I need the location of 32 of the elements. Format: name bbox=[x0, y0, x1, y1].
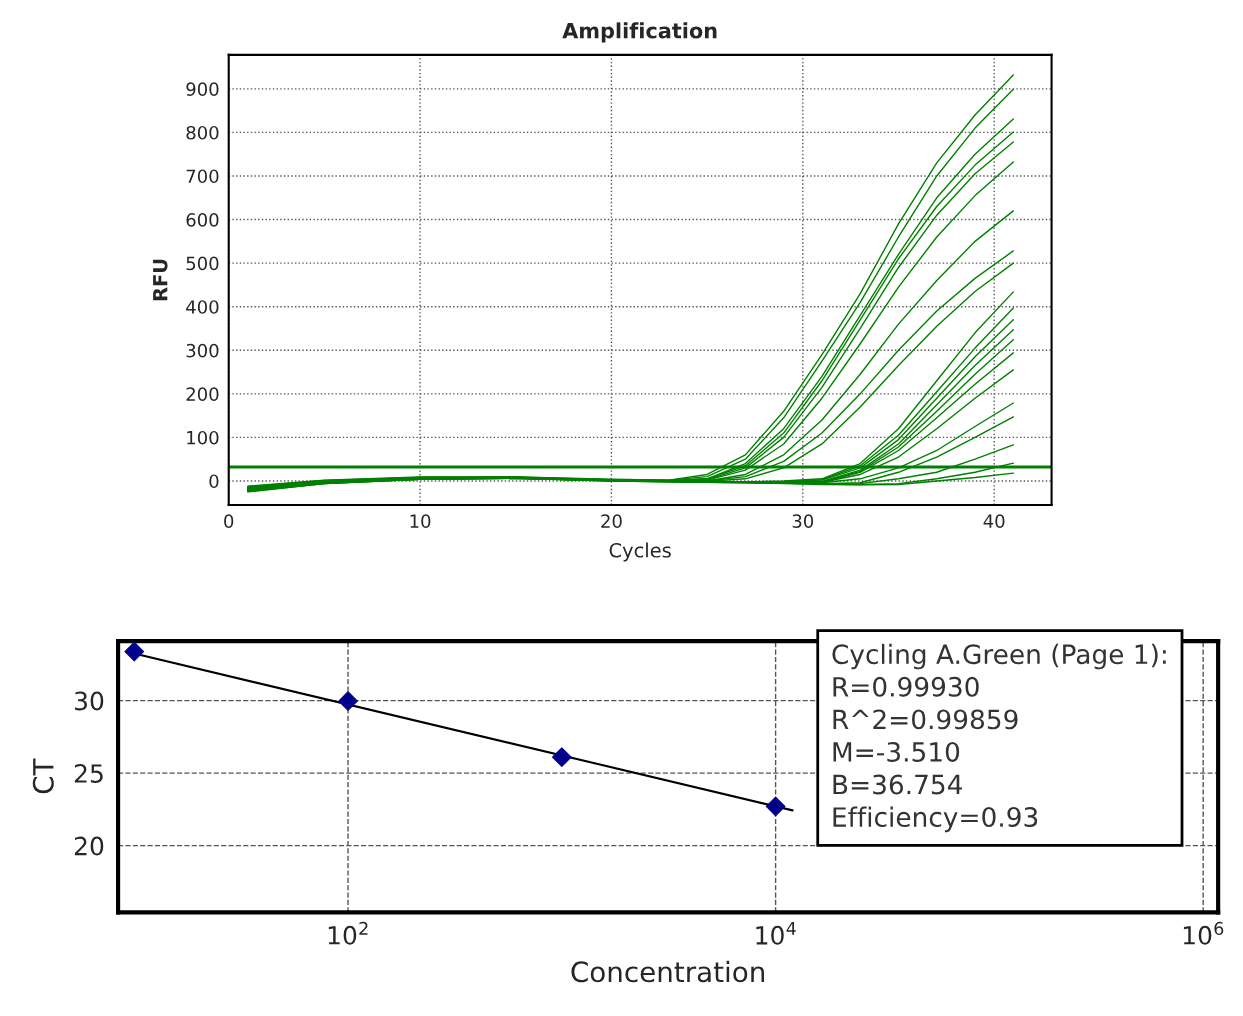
x-tick-label: 10$^{4}$ bbox=[756, 922, 796, 945]
y-tick-label: 0 bbox=[209, 474, 219, 489]
y-axis-title: RFU bbox=[153, 259, 168, 301]
chart-title: Amplification bbox=[562, 22, 717, 43]
y-axis-title: CT bbox=[32, 758, 54, 794]
y-tick-label: 100 bbox=[187, 430, 219, 445]
x-tick-label: 40 bbox=[983, 514, 1005, 528]
annotation: Efficiency=0.93 bbox=[833, 806, 1038, 833]
y-tick-label: 400 bbox=[186, 300, 219, 314]
x-tick-label: 0 bbox=[224, 514, 234, 528]
y-tick-label: 600 bbox=[186, 213, 219, 227]
x-axis-title: Cycles bbox=[609, 542, 671, 562]
annotation: M=-3.510 bbox=[833, 741, 960, 762]
x-tick-label: 10 bbox=[410, 514, 431, 528]
annotation: R^2=0.99859 bbox=[833, 709, 1018, 730]
y-tick-label: 200 bbox=[186, 387, 219, 401]
annotation: B=36.754 bbox=[833, 774, 962, 795]
annotation: R=0.99930 bbox=[833, 676, 979, 697]
y-tick-label: 500 bbox=[186, 256, 219, 271]
x-tick-label: 10$^{6}$ bbox=[1183, 921, 1224, 945]
y-tick-label: 800 bbox=[186, 125, 219, 140]
x-tick-label: 20 bbox=[601, 514, 622, 528]
y-tick-label: 900 bbox=[186, 82, 219, 96]
y-tick-label: 25 bbox=[74, 764, 103, 783]
y-tick-label: 300 bbox=[186, 343, 219, 358]
x-tick-label: 30 bbox=[792, 514, 814, 528]
x-tick-label: 10$^{2}$ bbox=[328, 921, 368, 945]
y-tick-label: 700 bbox=[186, 169, 219, 184]
annotation: Cycling A.Green (Page 1): bbox=[832, 643, 1166, 670]
y-tick-label: 30 bbox=[74, 691, 104, 711]
y-tick-label: 20 bbox=[74, 836, 104, 856]
x-axis-title: Concentration bbox=[571, 960, 765, 983]
